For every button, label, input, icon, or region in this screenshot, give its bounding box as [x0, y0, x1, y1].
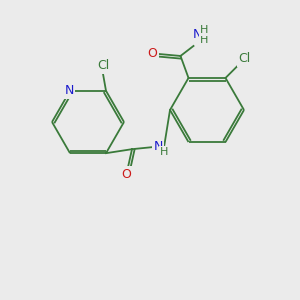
Text: N: N	[64, 84, 74, 97]
Text: O: O	[121, 168, 131, 181]
Text: Cl: Cl	[238, 52, 250, 65]
Text: H: H	[160, 147, 168, 157]
Text: H: H	[200, 35, 209, 45]
Text: N: N	[193, 28, 202, 41]
Text: Cl: Cl	[97, 59, 109, 72]
Text: N: N	[153, 140, 163, 153]
Text: O: O	[148, 47, 158, 61]
Text: H: H	[200, 25, 209, 35]
